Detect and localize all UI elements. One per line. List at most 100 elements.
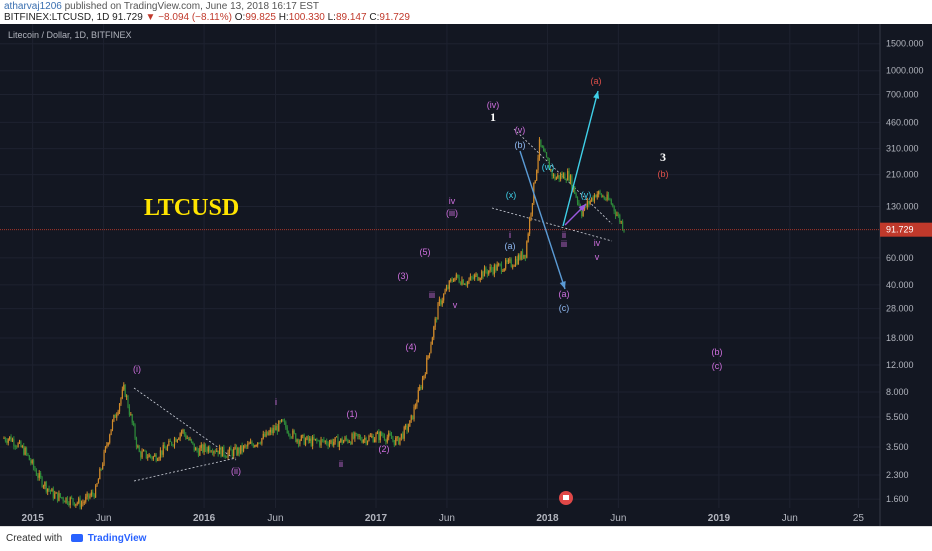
price-tick-label: 700.000: [886, 89, 919, 99]
candle-body: [599, 191, 601, 194]
candle-body: [221, 446, 224, 457]
candle-body: [245, 445, 247, 447]
candle-body: [595, 194, 597, 198]
candle-body: [176, 439, 178, 442]
candle-body: [603, 196, 605, 200]
candle-body: [54, 493, 56, 499]
candle-body: [623, 229, 625, 232]
candle-body: [614, 211, 617, 216]
wave3-arrow-head: [593, 91, 600, 99]
candle-body: [379, 432, 381, 441]
brand-text[interactable]: TradingView: [87, 533, 147, 544]
candle-body: [141, 451, 143, 458]
candle-body: [187, 438, 190, 440]
candle-body: [58, 493, 60, 501]
candle-body: [406, 425, 408, 431]
wave-label: (y): [581, 190, 592, 200]
candle-body: [613, 205, 615, 212]
ohlc-open: 99.825: [245, 12, 276, 23]
candle-body: [568, 171, 570, 182]
chart-area[interactable]: (i) (ii) i ii (1) (2) (3) (4) (5) iii iv (iii) v (iv)…: [0, 24, 932, 526]
ohlc-high-label: H:: [278, 12, 289, 23]
candle-body: [186, 438, 188, 440]
candle-body: [565, 179, 567, 181]
candle-body: [582, 209, 584, 217]
candle-body: [279, 420, 281, 422]
candle-body: [337, 436, 339, 447]
candle-body: [266, 431, 269, 436]
price-axis[interactable]: 1500.000 1000.000 700.000 460.000 310.000 210…: [879, 24, 932, 526]
candle-body: [569, 175, 572, 182]
candle-body: [214, 451, 216, 452]
candle-body: [59, 493, 61, 498]
candle-body: [35, 470, 38, 476]
price-chart[interactable]: (i)(ii)iii(1)(2)(3)(4)(5)iiiiv(iii)v(iv)…: [0, 24, 932, 526]
candle-body: [458, 277, 460, 283]
candle-body: [447, 287, 449, 289]
candle-body: [142, 450, 145, 452]
candle-body: [440, 299, 442, 305]
candle-body: [27, 453, 29, 456]
candle-body: [257, 442, 259, 446]
candle-body: [23, 445, 25, 455]
candle-body: [109, 434, 111, 443]
wave-label: (c): [712, 361, 723, 371]
candle-body: [362, 439, 364, 443]
candle-body: [423, 375, 425, 379]
candle-body: [431, 337, 433, 345]
time-tick-label: Jun: [439, 513, 455, 524]
candle-body: [278, 420, 280, 432]
time-tick-label: Jun: [610, 513, 626, 524]
candle-body: [151, 456, 153, 459]
candle-body: [355, 433, 357, 434]
candle-body: [76, 502, 78, 504]
candle-body: [41, 476, 43, 487]
candle-body: [223, 446, 225, 456]
candle-body: [125, 396, 128, 397]
candle-body: [520, 251, 522, 260]
candles: [3, 137, 625, 510]
price-tick-label: 310.000: [886, 144, 919, 154]
candle-body: [165, 448, 167, 451]
time-axis[interactable]: 2015 Jun 2016 Jun 2017 Jun 2018 Jun 2019 Jun 25: [22, 513, 865, 524]
candle-body: [388, 433, 390, 438]
last-price-badge: [880, 222, 932, 237]
candle-body: [203, 444, 205, 453]
candle-body: [516, 258, 518, 265]
candle-body: [317, 440, 319, 442]
candle-body: [200, 444, 202, 448]
candle-body: [450, 279, 452, 281]
flag-icon[interactable]: [559, 491, 573, 505]
candle-body: [100, 468, 102, 470]
candle-body: [51, 488, 53, 492]
candle-body: [445, 287, 448, 292]
candle-body: [459, 282, 462, 285]
candle-body: [47, 488, 49, 492]
candle-body: [189, 439, 191, 440]
candle-body: [537, 157, 539, 170]
candle-body: [134, 425, 136, 438]
author-link[interactable]: atharvaj1206: [4, 1, 62, 12]
candle-body: [79, 498, 81, 508]
candle-body: [409, 420, 411, 427]
candle-body: [527, 233, 529, 242]
candle-body: [179, 433, 181, 439]
candle-body: [495, 265, 497, 271]
candle-body: [452, 281, 455, 282]
footer: Created with TradingView: [0, 526, 932, 551]
chart-title: Litecoin / Dollar, 1D, BITFINEX: [8, 30, 132, 40]
candle-body: [299, 440, 301, 445]
candle-body: [330, 440, 332, 443]
candle-body: [169, 440, 171, 442]
candle-body: [399, 437, 401, 445]
candle-body: [544, 151, 546, 153]
candle-body: [300, 435, 302, 441]
time-tick-label: Jun: [267, 513, 283, 524]
candle-body: [138, 446, 140, 452]
candle-body: [124, 384, 126, 397]
candle-body: [545, 152, 548, 158]
candle-body: [275, 426, 277, 431]
candle-body: [216, 450, 218, 452]
candle-body: [202, 444, 204, 453]
candle-body: [331, 440, 333, 446]
